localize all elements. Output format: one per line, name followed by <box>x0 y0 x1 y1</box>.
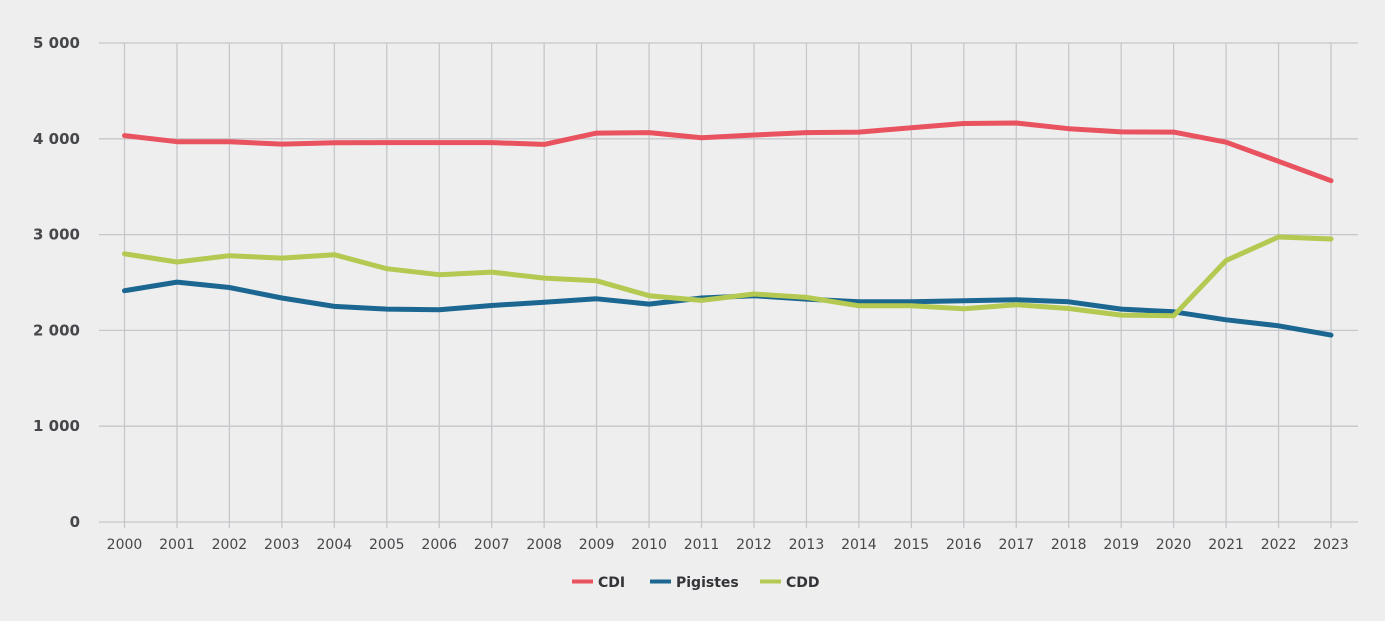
y-tick-label: 4 000 <box>33 130 80 148</box>
legend-item-cdi: CDI <box>572 575 625 591</box>
legend-label: Pigistes <box>676 575 739 591</box>
y-tick-label: 1 000 <box>33 417 80 435</box>
y-axis-ticks: 0 1 000 2 000 3 000 4 000 5 000 <box>33 34 80 531</box>
legend-label: CDI <box>598 575 625 591</box>
legend-item-cdd: CDD <box>760 575 820 591</box>
legend: CDI Pigistes CDD <box>572 575 820 591</box>
x-tick-label: 2023 <box>1313 537 1349 553</box>
x-tick-label: 2004 <box>317 537 353 553</box>
x-tick-label: 2018 <box>1051 537 1087 553</box>
x-tick-label: 2010 <box>631 537 667 553</box>
x-tick-label: 2009 <box>579 537 615 553</box>
series-line-pigistes <box>122 279 1334 338</box>
y-tick-label: 3 000 <box>33 226 80 244</box>
x-tick-label: 2015 <box>894 537 930 553</box>
y-tick-label: 2 000 <box>33 321 80 339</box>
series-pigistes <box>122 279 1334 338</box>
x-axis-ticks: 2000 2001 2002 2003 2004 2005 2006 2007 2008 2009… <box>107 537 1349 553</box>
x-tick-label: 2013 <box>789 537 825 553</box>
series-cdd <box>122 234 1334 319</box>
x-tick-label: 2019 <box>1103 537 1139 553</box>
x-tick-label: 2014 <box>841 537 877 553</box>
legend-swatch <box>650 579 671 584</box>
x-tick-label: 2001 <box>159 537 195 553</box>
x-tick-label: 2021 <box>1208 537 1244 553</box>
x-tick-label: 2022 <box>1261 537 1297 553</box>
x-tick-label: 2008 <box>526 537 562 553</box>
x-tick-label: 2017 <box>998 537 1034 553</box>
series-line-cdi <box>122 120 1334 184</box>
x-tick-label: 2006 <box>421 537 457 553</box>
legend-swatch <box>572 579 593 584</box>
series-cdi <box>122 120 1334 184</box>
x-tick-label: 2005 <box>369 537 405 553</box>
y-tick-label: 5 000 <box>33 34 80 52</box>
grid <box>99 42 1358 528</box>
x-tick-label: 2002 <box>212 537 248 553</box>
x-tick-label: 2012 <box>736 537 772 553</box>
x-tick-label: 2000 <box>107 537 143 553</box>
x-tick-label: 2016 <box>946 537 982 553</box>
x-tick-label: 2003 <box>264 537 300 553</box>
x-tick-label: 2020 <box>1156 537 1192 553</box>
x-tick-label: 2007 <box>474 537 510 553</box>
legend-swatch <box>760 579 781 584</box>
y-tick-label: 0 <box>70 513 80 531</box>
series-line-cdd <box>122 234 1334 319</box>
legend-label: CDD <box>786 575 820 591</box>
x-tick-label: 2011 <box>684 537 720 553</box>
series-lines <box>122 120 1334 338</box>
legend-item-pigistes: Pigistes <box>650 575 739 591</box>
